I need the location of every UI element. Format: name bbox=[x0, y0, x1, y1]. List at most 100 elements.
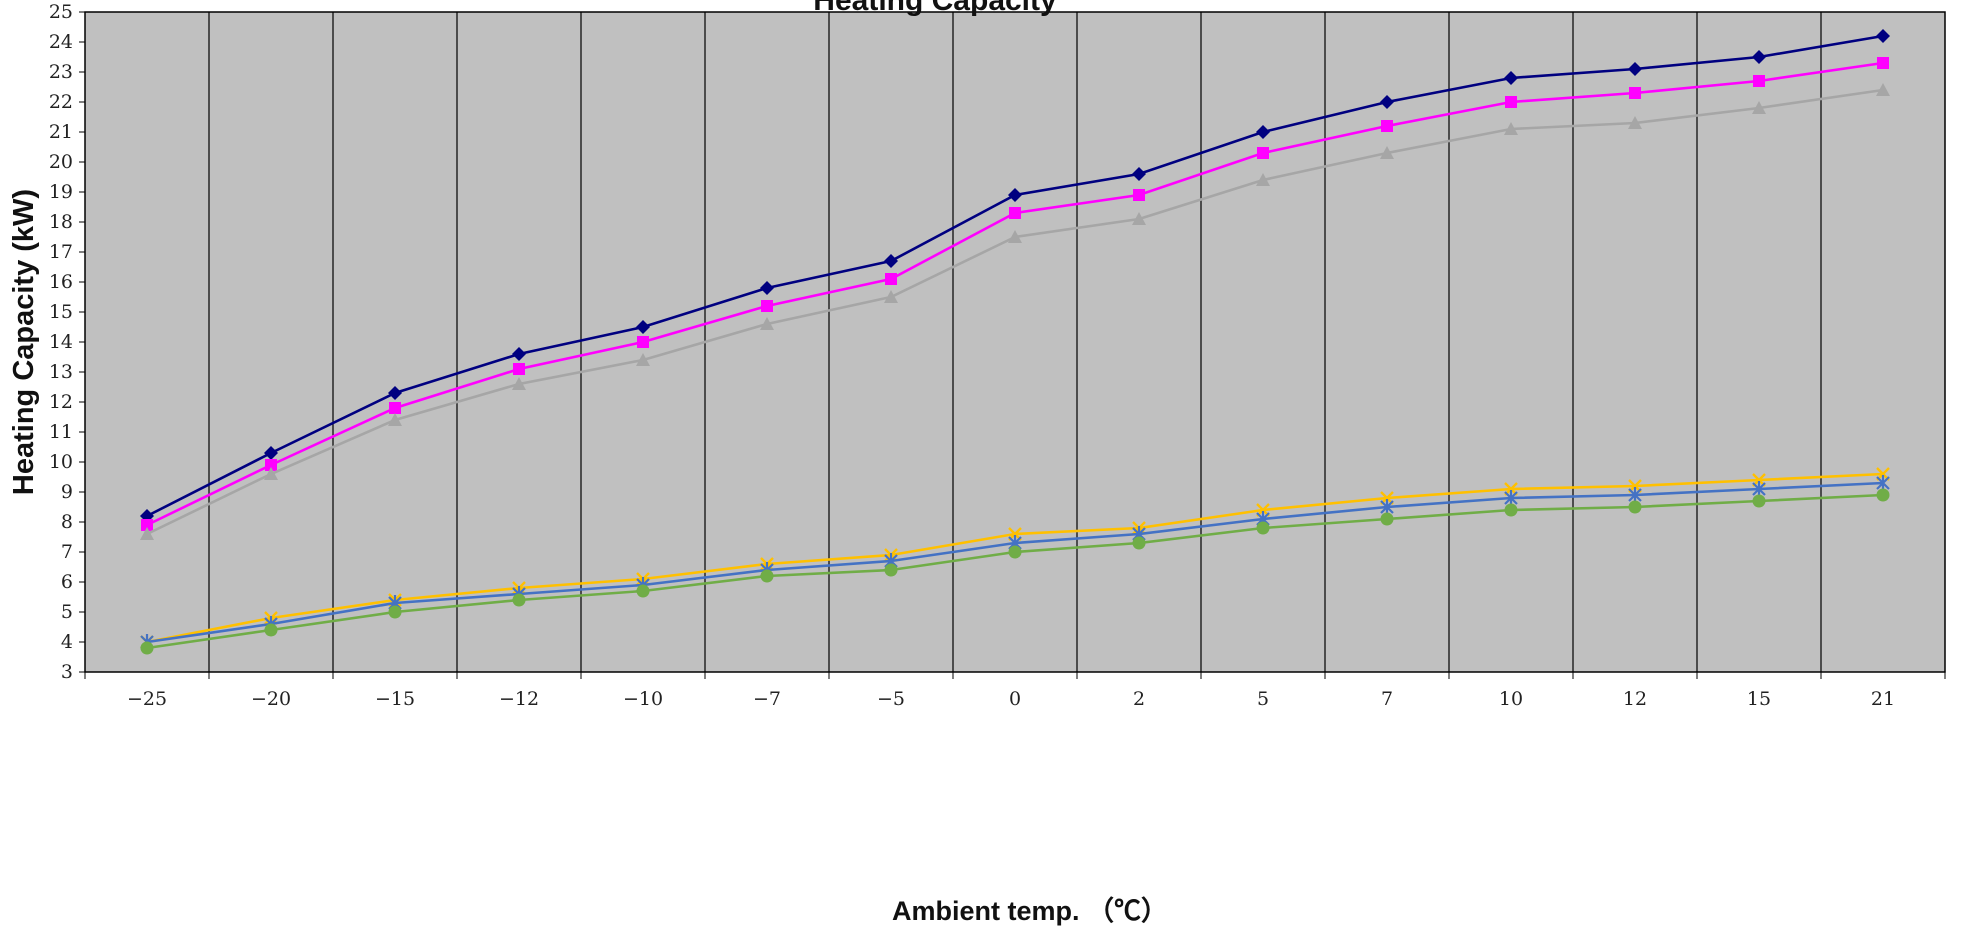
x-tick-label: −25 bbox=[127, 688, 167, 710]
y-axis-title: Heating Capacity (kW) bbox=[8, 189, 40, 495]
data-point bbox=[141, 519, 153, 531]
y-tick-label: 3 bbox=[61, 661, 73, 683]
data-point bbox=[1504, 71, 1518, 85]
data-point bbox=[637, 336, 649, 348]
y-tick-label: 16 bbox=[49, 271, 73, 293]
data-point bbox=[636, 584, 650, 598]
data-point bbox=[513, 363, 525, 375]
x-tick-label: 10 bbox=[1499, 688, 1523, 710]
data-point bbox=[1505, 96, 1517, 108]
series-1 bbox=[140, 29, 1890, 523]
data-point bbox=[1504, 122, 1518, 135]
data-point bbox=[1752, 50, 1766, 64]
x-axis-title: Ambient temp. （℃） bbox=[892, 896, 1168, 926]
data-point bbox=[1877, 57, 1889, 69]
data-point bbox=[1380, 146, 1394, 159]
data-point bbox=[1876, 83, 1890, 96]
y-tick-label: 20 bbox=[49, 151, 73, 173]
data-point bbox=[512, 593, 526, 607]
y-tick-label: 9 bbox=[61, 481, 73, 503]
data-point bbox=[140, 641, 154, 655]
plot-area bbox=[84, 11, 1946, 673]
data-point bbox=[388, 413, 402, 426]
data-point bbox=[1752, 494, 1766, 508]
data-point bbox=[636, 320, 650, 334]
chart-title: Heating Capacity bbox=[813, 0, 1057, 17]
data-point bbox=[1753, 75, 1765, 87]
data-point bbox=[760, 317, 774, 330]
data-point bbox=[264, 467, 278, 480]
data-point bbox=[1008, 188, 1022, 202]
data-point bbox=[1380, 499, 1394, 515]
x-tick-label: 21 bbox=[1871, 688, 1895, 710]
data-point bbox=[761, 300, 773, 312]
data-point bbox=[388, 605, 402, 619]
data-point bbox=[1008, 230, 1022, 243]
series-3 bbox=[140, 83, 1890, 540]
x-tick-label: 7 bbox=[1381, 688, 1393, 710]
x-tick-label: −5 bbox=[877, 688, 905, 710]
y-tick-label: 24 bbox=[49, 31, 73, 53]
data-point bbox=[884, 290, 898, 303]
data-point bbox=[1256, 173, 1270, 186]
data-point bbox=[512, 377, 526, 390]
y-tick-label: 10 bbox=[49, 451, 73, 473]
x-tick-label: 0 bbox=[1009, 688, 1021, 710]
x-tick-label: −7 bbox=[753, 688, 781, 710]
y-tick-label: 13 bbox=[49, 361, 73, 383]
y-tick-label: 14 bbox=[49, 331, 73, 353]
data-point bbox=[1381, 120, 1393, 132]
data-point bbox=[1132, 167, 1146, 181]
data-point bbox=[1132, 212, 1146, 225]
data-point bbox=[760, 569, 774, 583]
data-point bbox=[1133, 189, 1145, 201]
x-tick-label: −10 bbox=[623, 688, 663, 710]
y-tick-label: 19 bbox=[49, 181, 73, 203]
x-axis: −25 −20 −15 −12 −10 −7 −5 0 2 5 7 10 12 15 21 bbox=[84, 672, 1946, 710]
data-point bbox=[884, 563, 898, 577]
data-point bbox=[264, 446, 278, 460]
x-tick-label: 12 bbox=[1623, 688, 1647, 710]
data-point bbox=[140, 527, 154, 540]
data-point bbox=[1257, 147, 1269, 159]
data-point bbox=[1380, 95, 1394, 109]
data-point bbox=[264, 623, 278, 637]
y-tick-label: 12 bbox=[49, 391, 73, 413]
data-point bbox=[1504, 503, 1518, 517]
data-point bbox=[1008, 545, 1022, 559]
y-tick-label: 6 bbox=[61, 571, 73, 593]
y-tick-label: 21 bbox=[49, 121, 73, 143]
data-point bbox=[1256, 521, 1270, 535]
data-point bbox=[1876, 488, 1890, 502]
data-point bbox=[1629, 87, 1641, 99]
data-point bbox=[1256, 125, 1270, 139]
data-point bbox=[389, 402, 401, 414]
series-layer bbox=[140, 29, 1890, 655]
y-tick-label: 25 bbox=[49, 1, 73, 23]
data-point bbox=[1628, 487, 1642, 503]
data-point bbox=[388, 386, 402, 400]
data-point bbox=[1628, 500, 1642, 514]
y-tick-label: 7 bbox=[61, 541, 73, 563]
y-tick-label: 11 bbox=[49, 421, 73, 443]
data-point bbox=[1380, 512, 1394, 526]
y-tick-label: 15 bbox=[49, 301, 73, 323]
x-tick-label: −12 bbox=[499, 688, 539, 710]
series-6 bbox=[140, 488, 1890, 655]
x-tick-label: 5 bbox=[1257, 688, 1269, 710]
y-tick-label: 5 bbox=[61, 601, 73, 623]
y-tick-label: 8 bbox=[61, 511, 73, 533]
data-point bbox=[265, 459, 277, 471]
y-tick-label: 18 bbox=[49, 211, 73, 233]
y-tick-label: 4 bbox=[61, 631, 73, 653]
y-tick-label: 22 bbox=[49, 91, 73, 113]
data-point bbox=[512, 347, 526, 361]
data-point bbox=[1876, 29, 1890, 43]
y-tick-label: 17 bbox=[49, 241, 73, 263]
x-tick-label: −20 bbox=[251, 688, 291, 710]
series-2 bbox=[141, 57, 1889, 531]
data-point bbox=[1628, 62, 1642, 76]
x-tick-label: 2 bbox=[1133, 688, 1145, 710]
x-tick-label: −15 bbox=[375, 688, 415, 710]
